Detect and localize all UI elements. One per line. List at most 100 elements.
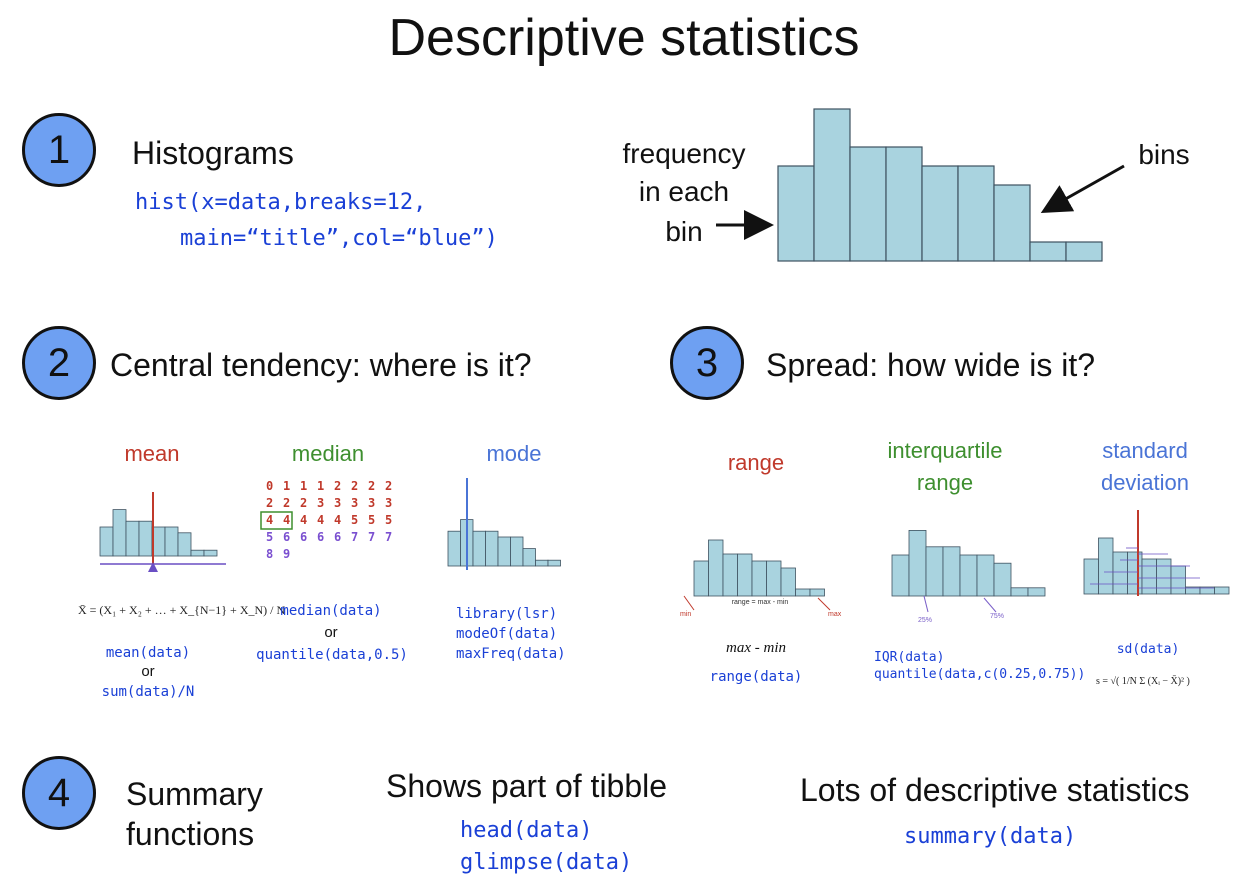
mode-histogram xyxy=(447,478,561,570)
sd-label-1: standard xyxy=(1102,438,1188,463)
mean-or: or xyxy=(141,663,155,680)
median-digit: 2 xyxy=(351,479,358,493)
median-digit: 2 xyxy=(334,479,341,493)
median-digit: 4 xyxy=(300,513,307,527)
histogram-bar xyxy=(1098,537,1114,595)
median-or: or xyxy=(324,624,338,641)
mode-code3: maxFreq(data) xyxy=(456,646,566,662)
spread-heading: Spread: how wide is it? xyxy=(766,347,1096,383)
freq-label-1: frequency xyxy=(622,138,746,169)
median-digit: 6 xyxy=(300,530,307,544)
histogram-bar xyxy=(777,165,815,262)
histogram-bar xyxy=(522,548,536,567)
bins-label: bins xyxy=(1138,139,1190,170)
median-digit: 7 xyxy=(385,530,392,544)
histogram-bar xyxy=(1083,558,1099,595)
histogram-bar xyxy=(795,588,811,597)
section-number-2: 2 xyxy=(22,326,96,400)
median-digit: 4 xyxy=(317,513,324,527)
mode-label: mode xyxy=(486,441,542,466)
range-eq: range = max - min xyxy=(731,599,789,606)
histogram-bar xyxy=(957,165,995,262)
freq-label-2: in each xyxy=(638,176,730,207)
histogram-bar xyxy=(1214,586,1230,595)
histogram-bar xyxy=(993,184,1031,262)
hist-code-line2: main=“title”,col=“blue”) xyxy=(180,226,498,251)
histogram-bar xyxy=(737,553,753,597)
range-histogram xyxy=(683,539,831,611)
range-code: range(data) xyxy=(709,669,803,685)
tibble-code2: glimpse(data) xyxy=(460,850,633,875)
median-digit: 5 xyxy=(266,530,273,544)
median-digit: 5 xyxy=(368,513,375,527)
histogram-bar xyxy=(993,562,1012,597)
histogram-bar xyxy=(766,560,782,597)
median-digit: 3 xyxy=(385,496,392,510)
median-digit: 8 xyxy=(266,547,273,561)
histogram-bar xyxy=(535,559,549,567)
iqr-p25: 25% xyxy=(918,617,933,624)
histogram-bar xyxy=(891,554,910,597)
range-max-label: max xyxy=(828,611,842,618)
mean-code2: sum(data)/N xyxy=(101,684,195,700)
histogram-bar xyxy=(547,559,561,567)
median-digit: 2 xyxy=(368,479,375,493)
histogram-bar xyxy=(510,536,524,567)
central-tendency-heading: Central tendency: where is it? xyxy=(110,347,532,383)
histogram-bar xyxy=(908,529,927,597)
mode-code2: modeOf(data) xyxy=(456,626,558,642)
median-digit: 4 xyxy=(283,513,290,527)
histogram-bar xyxy=(722,553,738,597)
histogram-bar xyxy=(849,146,887,262)
histogram-bar xyxy=(959,554,978,597)
median-digit: 9 xyxy=(283,547,290,561)
histogram-bar xyxy=(112,509,127,557)
median-digit: 4 xyxy=(266,513,273,527)
median-digit: 3 xyxy=(351,496,358,510)
histogram-bar xyxy=(751,560,767,597)
freq-label-3: bin xyxy=(665,216,703,247)
histogram-bar xyxy=(485,530,499,567)
median-digit: 1 xyxy=(300,479,307,493)
median-digit: 5 xyxy=(385,513,392,527)
iqr-code2: quantile(data,c(0.25,0.75)) xyxy=(874,667,1086,682)
tibble-heading: Shows part of tibble xyxy=(386,768,668,804)
median-digit: 7 xyxy=(368,530,375,544)
histogram-bar xyxy=(1141,558,1157,595)
median-digits: 0 1 1 1 2 2 2 22 2 2 3 3 3 3 34 4 4 4 4 5 5 55 6 6 6 6 7 7 78 9 xyxy=(260,479,392,561)
histogram-bar xyxy=(138,520,153,557)
histogram-bar xyxy=(1112,551,1128,595)
hist-code-line1: hist(x=data,breaks=12, xyxy=(135,190,427,215)
mode-code1: library(lsr) xyxy=(456,606,558,622)
histogram-bar xyxy=(1027,587,1046,597)
histogram-bar xyxy=(942,546,961,597)
histogram-bar xyxy=(177,532,192,557)
median-code1: median(data) xyxy=(280,603,382,619)
histogram-bar xyxy=(925,546,944,597)
histogram-bar xyxy=(164,526,179,557)
mean-code1: mean(data) xyxy=(105,645,191,661)
iqr-label-1: interquartile xyxy=(887,438,1003,463)
median-digit: 2 xyxy=(266,496,273,510)
median-digit: 6 xyxy=(317,530,324,544)
summary-label-2: functions xyxy=(126,816,255,852)
iqr-p75: 75% xyxy=(990,613,1005,620)
histogram-bar xyxy=(1010,587,1029,597)
histogram-bar xyxy=(885,146,923,262)
histogram-bar xyxy=(203,549,218,557)
histogram-bar xyxy=(99,526,114,557)
sd-code: sd(data) xyxy=(1116,642,1180,657)
histogram-bar xyxy=(190,549,205,557)
median-digit: 2 xyxy=(283,496,290,510)
stats-heading: Lots of descriptive statistics xyxy=(800,772,1190,808)
section-number-4: 4 xyxy=(22,756,96,830)
histogram-bar xyxy=(809,588,825,597)
sd-formula: s = √( 1/N Σ (Xᵢ − X̄)² ) xyxy=(1096,676,1190,687)
histogram-bar xyxy=(780,567,796,597)
section-number-1: 1 xyxy=(22,113,96,187)
sd-histogram xyxy=(1083,510,1230,596)
median-digit: 6 xyxy=(334,530,341,544)
median-digit: 7 xyxy=(351,530,358,544)
median-digit: 1 xyxy=(317,479,324,493)
histogram-bar xyxy=(813,108,851,262)
